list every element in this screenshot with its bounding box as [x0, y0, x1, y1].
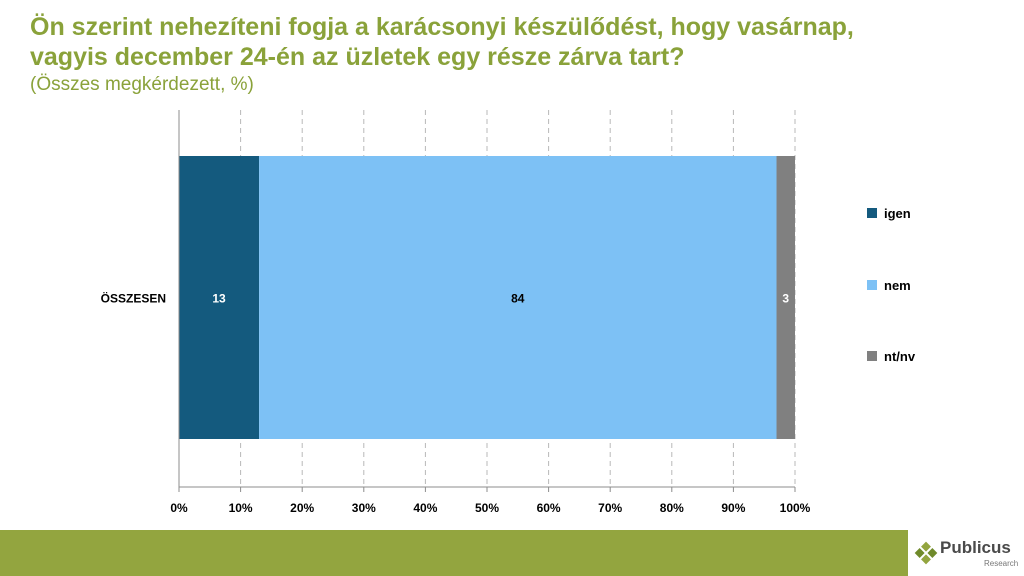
x-tick-label: 0% [170, 501, 188, 515]
bar-segment-nem [259, 156, 777, 439]
x-tick-label: 20% [290, 501, 314, 515]
axes [178, 110, 796, 492]
legend-swatch-igen [867, 208, 877, 218]
x-tick-labels: 0% 10% 20% 30% 40% 50% 60% 70% 80% 90% 100% [170, 501, 810, 515]
legend: igen nem nt/nv [867, 206, 916, 364]
x-tick-label: 100% [780, 501, 811, 515]
title-block: Ön szerint nehezíteni fogja a karácsonyi… [30, 12, 1010, 97]
data-label: 13 [212, 292, 226, 306]
logo-diamond-icon [914, 541, 938, 565]
data-label: 84 [511, 292, 525, 306]
logo-name: Publicus [940, 538, 1011, 557]
chart-subtitle: (Összes megkérdezett, %) [30, 74, 254, 95]
bar-segment-igen [179, 156, 260, 439]
x-tick-label: 40% [413, 501, 437, 515]
legend-label: igen [884, 206, 911, 221]
category-labels: ÖSSZESEN [101, 291, 166, 306]
bar-segment-nt-nv [776, 156, 795, 439]
logo-subtitle: Research [984, 559, 1019, 568]
data-label: 3 [782, 292, 789, 306]
publicus-logo: Publicus Research [914, 534, 1022, 572]
x-tick-label: 90% [721, 501, 745, 515]
x-tick-label: 60% [537, 501, 561, 515]
x-tick-label: 30% [352, 501, 376, 515]
legend-swatch-nt-nv [867, 351, 877, 361]
x-tick-label: 70% [598, 501, 622, 515]
legend-label: nt/nv [884, 349, 916, 364]
footer-bar [0, 530, 908, 576]
legend-label: nem [884, 278, 911, 293]
legend-swatch-nem [867, 280, 877, 290]
chart-title-line-2: vagyis december 24-én az üzletek egy rés… [30, 43, 685, 71]
x-tick-label: 10% [229, 501, 253, 515]
x-tick-label: 50% [475, 501, 499, 515]
x-tick-label: 80% [660, 501, 684, 515]
category-label: ÖSSZESEN [101, 291, 166, 306]
bar-segments: 13 84 3 [179, 156, 795, 439]
chart-title-line-1: Ön szerint nehezíteni fogja a karácsonyi… [30, 13, 854, 41]
